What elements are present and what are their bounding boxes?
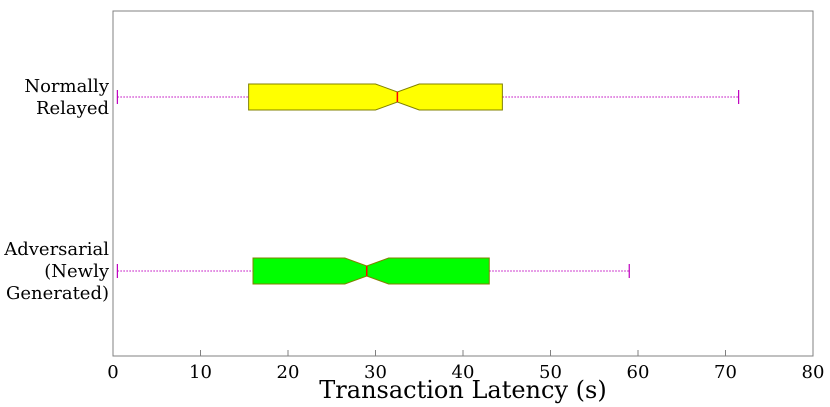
category-label: Adversarial (Newly Generated) bbox=[3, 239, 110, 304]
category-label-line: Normally bbox=[24, 76, 110, 97]
category-label-line: (Newly bbox=[44, 261, 110, 282]
x-tick-label: 0 bbox=[107, 362, 118, 383]
category-label: Normally Relayed bbox=[24, 76, 110, 119]
category-label-line: Relayed bbox=[36, 98, 109, 119]
x-tick-label: 40 bbox=[452, 362, 475, 383]
x-axis-label: Transaction Latency (s) bbox=[319, 376, 606, 404]
x-axis-ticks: 0 10 20 30 40 50 60 70 80 bbox=[107, 350, 824, 383]
category-label-line: Adversarial bbox=[3, 239, 109, 260]
x-tick-label: 10 bbox=[189, 362, 212, 383]
box-series bbox=[116, 257, 630, 285]
x-tick-label: 60 bbox=[627, 362, 650, 383]
plot-frame bbox=[112, 10, 814, 357]
category-label-line: Generated) bbox=[6, 283, 109, 304]
x-tick-label: 80 bbox=[802, 362, 825, 383]
boxes-group bbox=[116, 83, 740, 285]
x-tick-label: 20 bbox=[277, 362, 300, 383]
box-series bbox=[116, 83, 740, 111]
notched-box bbox=[252, 257, 490, 285]
x-tick-label: 30 bbox=[364, 362, 387, 383]
notched-box bbox=[248, 83, 503, 111]
category-labels: Normally Relayed Adversarial (Newly Generate… bbox=[3, 76, 110, 304]
x-tick-label: 50 bbox=[539, 362, 562, 383]
x-tick-label: 70 bbox=[714, 362, 737, 383]
